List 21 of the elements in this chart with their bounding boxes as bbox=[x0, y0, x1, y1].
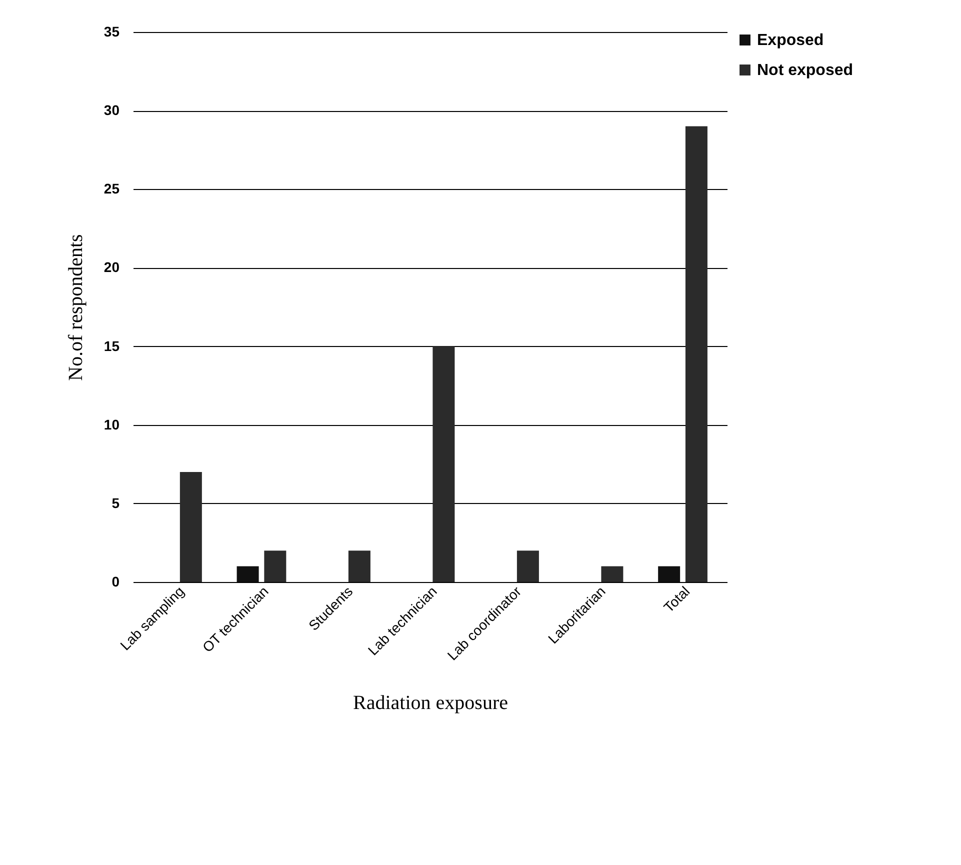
bar bbox=[685, 126, 708, 582]
legend-label: Not exposed bbox=[757, 62, 854, 79]
y-tick-label: 15 bbox=[104, 338, 120, 354]
y-tick-label: 25 bbox=[104, 180, 120, 197]
bar bbox=[180, 472, 202, 582]
bar bbox=[264, 550, 286, 582]
y-tick-label: 30 bbox=[104, 102, 120, 118]
bar bbox=[601, 566, 624, 582]
y-tick-label: 0 bbox=[112, 574, 120, 590]
bar bbox=[236, 566, 259, 582]
y-tick-label: 10 bbox=[104, 416, 120, 432]
x-axis-title: Radiation exposure bbox=[353, 692, 508, 714]
bar bbox=[348, 550, 370, 582]
legend-label: Exposed bbox=[757, 32, 824, 49]
y-tick-label: 20 bbox=[104, 259, 120, 276]
bar bbox=[516, 550, 539, 582]
bar bbox=[658, 566, 680, 582]
bar bbox=[432, 346, 455, 582]
y-axis-title: No.of respondents bbox=[64, 234, 87, 381]
y-tick-label: 5 bbox=[112, 494, 120, 511]
y-tick-label: 35 bbox=[104, 24, 120, 40]
